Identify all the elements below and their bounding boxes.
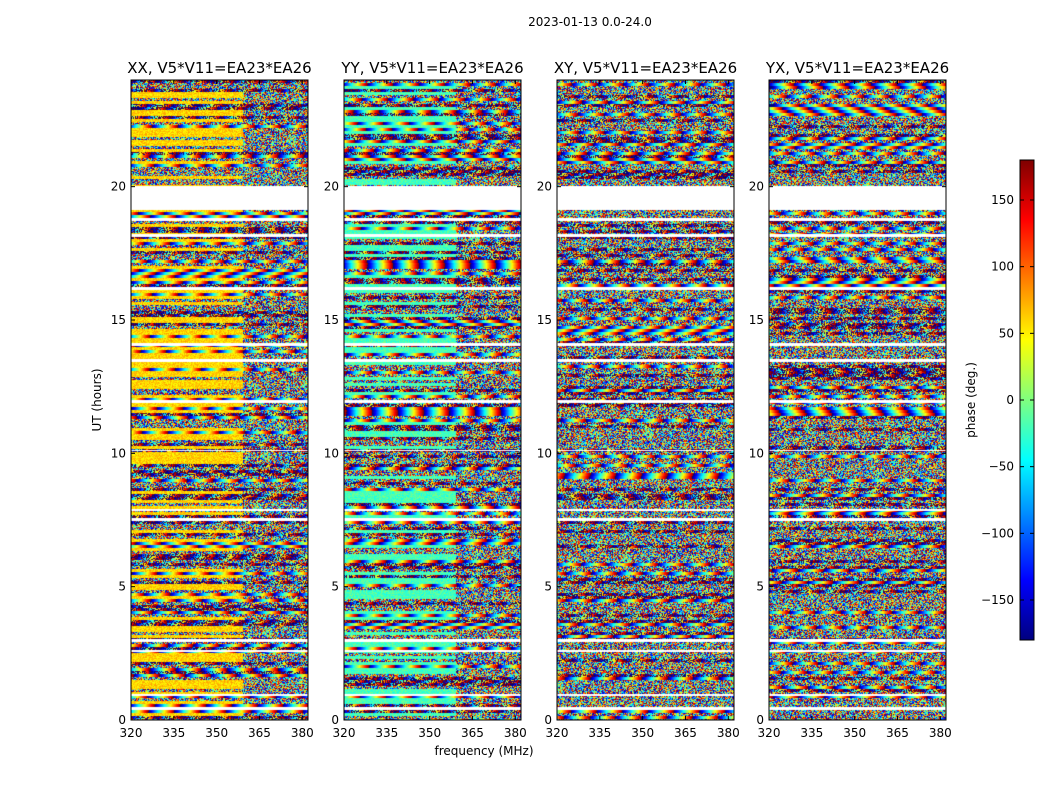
- plot-frame: [556, 79, 735, 721]
- x-tick-label: 320: [333, 726, 356, 740]
- plot-frame: [768, 79, 947, 721]
- y-tick-label: 10: [324, 446, 339, 460]
- y-tick-label: 20: [111, 180, 126, 194]
- x-tick-label: 365: [461, 726, 484, 740]
- figure-suptitle: 2023-01-13 0.0-24.0: [528, 15, 652, 29]
- phase-heatmap: [769, 80, 946, 720]
- y-tick-label: 10: [749, 446, 764, 460]
- x-tick-label: 380: [929, 726, 952, 740]
- panel-3: XY, V5*V11=EA23*EA26 320 335 350 365 380 0 5 10 1…: [537, 59, 740, 740]
- panel-4: YX, V5*V11=EA23*EA26 320 335 350 365 380 0 5 10 1…: [749, 59, 952, 740]
- y-tick-label: 10: [537, 446, 552, 460]
- y-tick-label: 15: [749, 313, 764, 327]
- panels-layer: XX, V5*V11=EA23*EA26 320 335 350 365 380 0 5 10 1…: [111, 59, 952, 740]
- x-tick-label: 350: [205, 726, 228, 740]
- y-tick-label: 5: [544, 580, 552, 594]
- x-tick-label: 350: [843, 726, 866, 740]
- y-tick-label: 5: [331, 580, 339, 594]
- x-tick-label: 335: [588, 726, 611, 740]
- colorbar-gradient: [1020, 160, 1034, 640]
- y-axis-label: UT (hours): [90, 368, 104, 431]
- colorbar-tick-label: 50: [999, 326, 1014, 340]
- y-tick-label: 0: [118, 713, 126, 727]
- x-tick-label: 365: [248, 726, 271, 740]
- phase-heatmap: [131, 80, 308, 720]
- phase-heatmap: [344, 80, 521, 720]
- colorbar-tick-label: −50: [989, 460, 1014, 474]
- phase-heatmap: [557, 80, 734, 720]
- x-axis-label: frequency (MHz): [434, 744, 533, 758]
- x-tick-label: 335: [800, 726, 823, 740]
- y-tick-label: 15: [324, 313, 339, 327]
- colorbar-tick-label: −150: [981, 593, 1014, 607]
- panel-title: YY, V5*V11=EA23*EA26: [340, 59, 523, 77]
- y-tick-label: 20: [537, 180, 552, 194]
- plot-frame: [343, 79, 522, 721]
- y-tick-label: 0: [544, 713, 552, 727]
- y-tick-label: 0: [331, 713, 339, 727]
- y-tick-label: 15: [111, 313, 126, 327]
- y-tick-label: 5: [756, 580, 764, 594]
- x-tick-label: 380: [291, 726, 314, 740]
- colorbar-tick-label: −100: [981, 526, 1014, 540]
- y-tick-label: 20: [749, 180, 764, 194]
- x-tick-label: 320: [120, 726, 143, 740]
- x-tick-label: 320: [758, 726, 781, 740]
- y-tick-label: 0: [756, 713, 764, 727]
- x-tick-label: 350: [418, 726, 441, 740]
- colorbar: 150 100 50 0 −50 −100 −150 phase (deg.): [964, 159, 1035, 641]
- colorbar-tick-label: 150: [991, 193, 1014, 207]
- y-tick-label: 15: [537, 313, 552, 327]
- x-tick-label: 365: [886, 726, 909, 740]
- panel-title: XY, V5*V11=EA23*EA26: [554, 59, 737, 77]
- colorbar-label: phase (deg.): [964, 362, 978, 438]
- plot-frame: [130, 79, 309, 721]
- panel-title: YX, V5*V11=EA23*EA26: [765, 59, 949, 77]
- x-tick-label: 335: [162, 726, 185, 740]
- y-tick-label: 10: [111, 446, 126, 460]
- y-tick-label: 5: [118, 580, 126, 594]
- panel-2: YY, V5*V11=EA23*EA26 320 335 350 365 380 0 5 10 1…: [324, 59, 527, 740]
- x-tick-label: 335: [375, 726, 398, 740]
- panel-title: XX, V5*V11=EA23*EA26: [127, 59, 311, 77]
- x-tick-label: 365: [674, 726, 697, 740]
- colorbar-tick-label: 100: [991, 260, 1014, 274]
- colorbar-tick-label: 0: [1006, 393, 1014, 407]
- x-tick-label: 320: [546, 726, 569, 740]
- x-tick-label: 380: [504, 726, 527, 740]
- x-tick-label: 350: [631, 726, 654, 740]
- x-tick-label: 380: [717, 726, 740, 740]
- y-tick-label: 20: [324, 180, 339, 194]
- panel-1: XX, V5*V11=EA23*EA26 320 335 350 365 380 0 5 10 1…: [111, 59, 314, 740]
